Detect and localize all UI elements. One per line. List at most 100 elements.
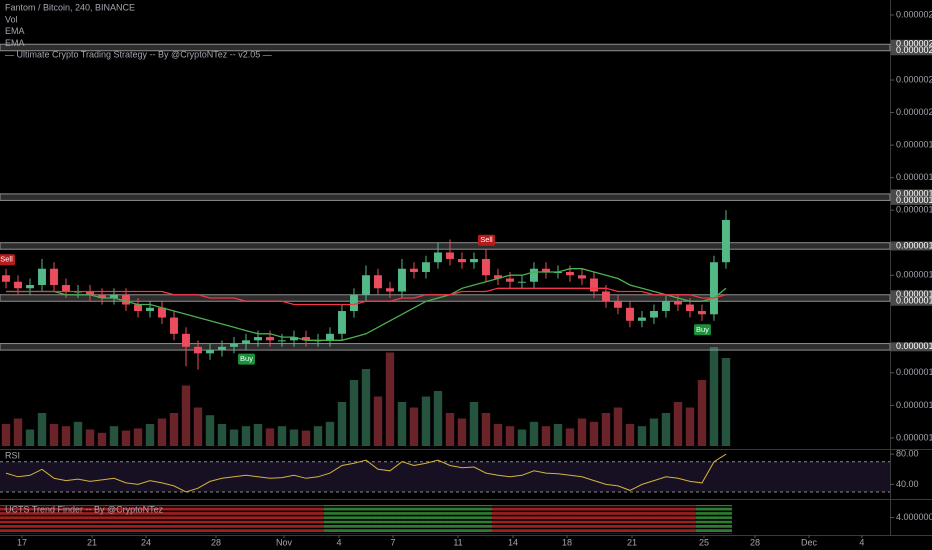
volume-bar (481, 413, 491, 446)
level-marker (891, 39, 932, 49)
trend-title: UCTS Trend Finder -- By @CryptoNTez (5, 504, 164, 514)
candle-body (326, 333, 334, 341)
volume-bar (565, 428, 575, 446)
candle-body (614, 301, 622, 308)
volume-bar (529, 421, 539, 446)
volume-bar (181, 385, 191, 446)
volume-bar (109, 426, 119, 446)
candle-body (434, 252, 442, 263)
signal-box (693, 324, 711, 336)
volume-bar (289, 429, 299, 446)
volume-bar (61, 426, 71, 446)
candle-body (530, 268, 538, 282)
rsi-tick-label: 80.00 (896, 449, 919, 459)
volume-bar (517, 429, 527, 446)
level-marker (891, 195, 932, 205)
candle-body (410, 268, 418, 272)
candle-body (206, 350, 214, 354)
volume-bar (169, 413, 179, 446)
volume-bar (349, 380, 359, 446)
indicator-label: — Ultimate Crypto Trading Strategy -- By… (5, 49, 272, 59)
candle-body (578, 275, 586, 279)
level-label: 0.00000144 (896, 289, 932, 299)
level-label: 0.00000175 (896, 188, 932, 198)
volume-bar (25, 429, 35, 446)
level-label: 0.00000219 (896, 45, 932, 55)
signal-label: Sell (480, 235, 493, 244)
volume-bar (229, 429, 239, 446)
candle-body (602, 291, 610, 302)
volume-bar (469, 402, 479, 446)
candle-body (710, 262, 718, 315)
volume-bar (721, 358, 731, 446)
y-tick-label: 0.00000190 (896, 139, 932, 149)
level-label: 0.00000159 (896, 240, 932, 250)
level-label: 0.00000142 (896, 296, 932, 306)
candle-body (398, 268, 406, 292)
price-zone (0, 343, 891, 351)
volume-bar (205, 415, 215, 446)
candle-body (362, 275, 370, 295)
volume-bar (541, 426, 551, 446)
candle-body (194, 346, 202, 354)
volume-bar (193, 407, 203, 446)
candle-body (542, 268, 550, 272)
candle-body (86, 291, 94, 295)
candle-body (26, 285, 34, 289)
volume-bar (601, 413, 611, 446)
chart-title: Fantom / Bitcoin, 240, BINANCE (5, 2, 135, 12)
volume-bar (577, 418, 587, 446)
indicator-label: EMA (5, 38, 25, 48)
signal-label: Sell (0, 255, 13, 264)
main-layer (2, 210, 730, 493)
y-tick-label: 0.00000210 (896, 74, 932, 84)
candle-body (458, 258, 466, 263)
candle-body (482, 258, 490, 276)
level-marker (891, 46, 932, 56)
rsi-tick-label: 40.00 (896, 479, 919, 489)
candle-body (662, 301, 670, 312)
candle-body (134, 304, 142, 312)
candle-body (122, 294, 130, 305)
candle-body (278, 340, 286, 342)
level-marker (891, 296, 932, 306)
background-layer (0, 43, 891, 534)
volume-bar (85, 429, 95, 446)
volume-bar (157, 418, 167, 446)
volume-bar (697, 380, 707, 446)
x-tick-label: 18 (562, 537, 572, 547)
candle-body (14, 281, 22, 289)
candle-body (518, 281, 526, 283)
candle-body (242, 340, 250, 344)
indicator-label: EMA (5, 26, 25, 36)
volume-bar (673, 402, 683, 446)
candle-body (626, 307, 634, 321)
volume-bar (493, 424, 503, 446)
candle-body (674, 301, 682, 305)
volume-bar (133, 428, 143, 446)
volume-bar (709, 347, 719, 446)
volume-bar (313, 426, 323, 446)
candle-body (98, 294, 106, 299)
candle-body (158, 307, 166, 318)
y-tick-label: 0.00000120 (896, 367, 932, 377)
x-tick-label: 17 (17, 537, 27, 547)
y-tick-label: 0.00000230 (896, 9, 932, 19)
candle-body (182, 333, 190, 347)
x-tick-label: Dec (801, 537, 818, 547)
y-tick-label: 0.00000170 (896, 205, 932, 215)
candle-body (722, 219, 730, 263)
volume-bar (325, 421, 335, 446)
volume-bar (421, 396, 431, 446)
x-tick-label: 21 (87, 537, 97, 547)
volume-bar (433, 391, 443, 446)
candle-body (50, 268, 58, 286)
volume-bar (277, 426, 287, 446)
volume-bar (613, 407, 623, 446)
volume-bar (1, 424, 11, 446)
candle-body (2, 275, 10, 282)
volume-bar (253, 424, 263, 446)
y-tick-label: 0.00000150 (896, 270, 932, 280)
